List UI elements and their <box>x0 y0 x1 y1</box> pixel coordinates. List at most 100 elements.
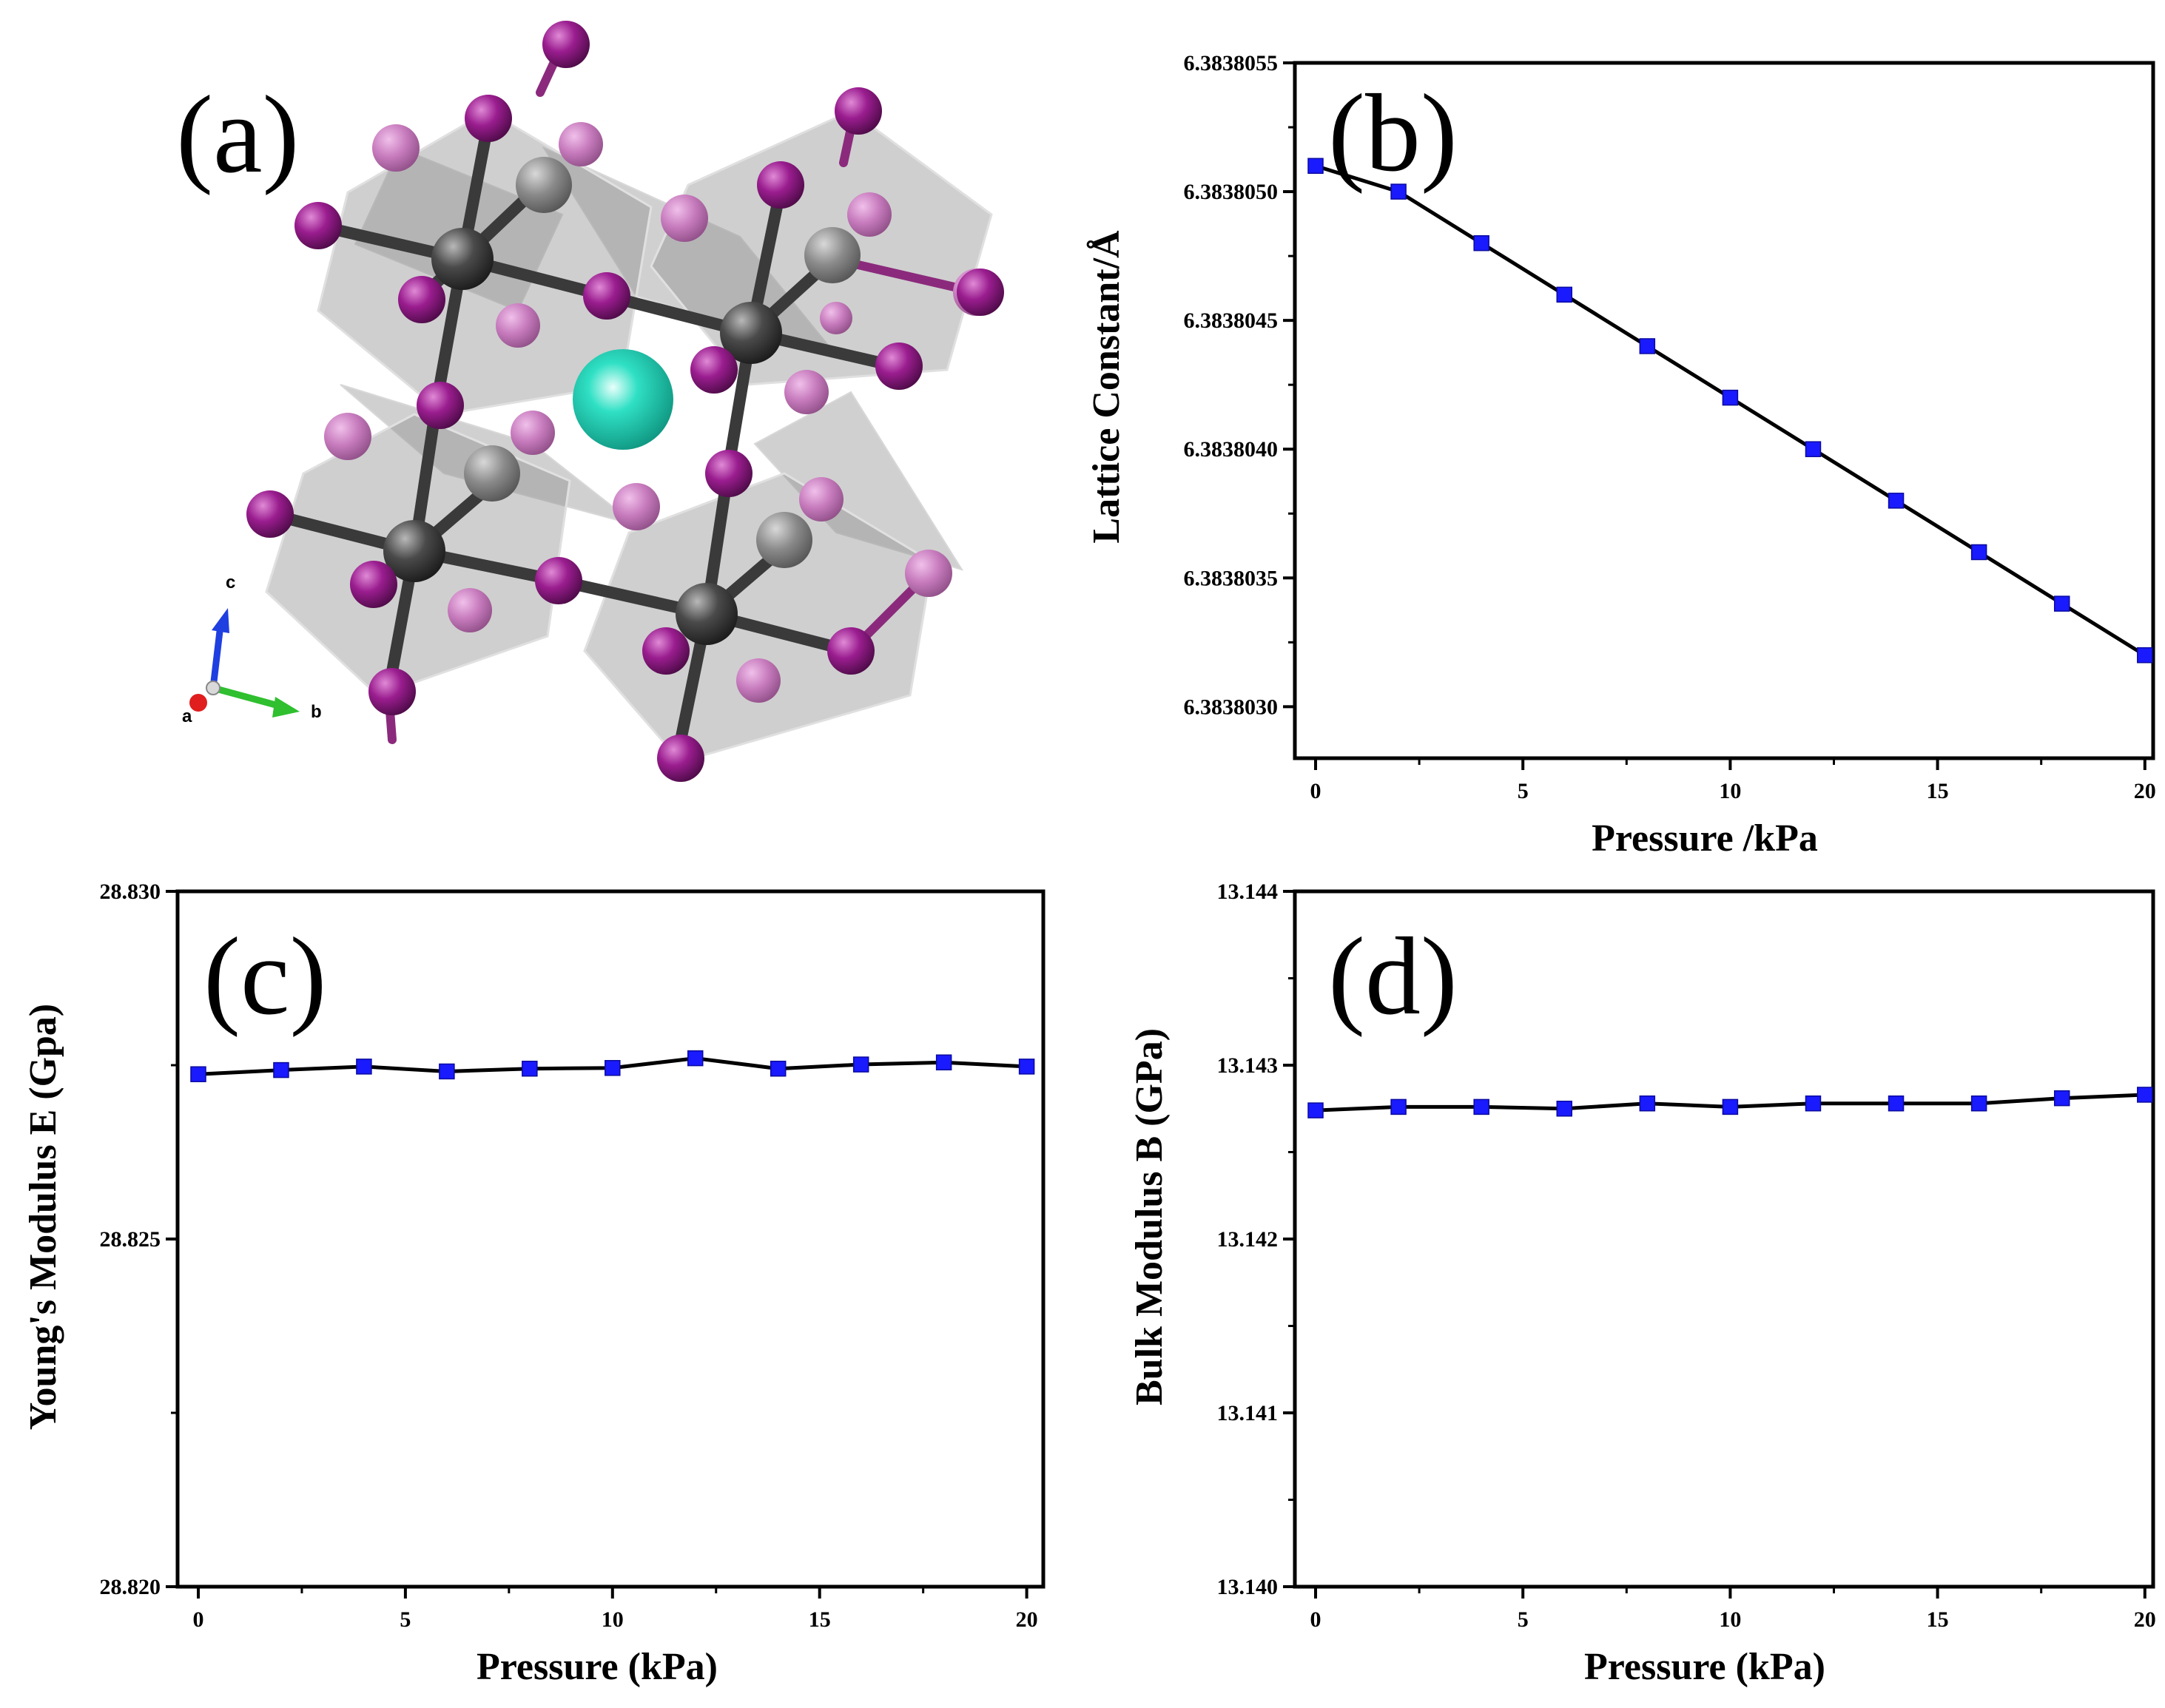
chart-c-ticks: 0 5 10 15 20 28.820 28.825 28.830 <box>100 880 1038 1632</box>
metal-atom <box>676 583 738 645</box>
x-tick-label: 15 <box>1927 1607 1949 1632</box>
data-point <box>1805 441 1822 457</box>
chart-b-x-axis-title: Pressure /kPa <box>1592 817 1818 860</box>
data-point <box>1888 1095 1905 1112</box>
y-tick-label: 6.3838045 <box>1184 308 1279 333</box>
axis-triad: c b a <box>182 573 322 726</box>
halide-atom <box>417 382 464 429</box>
data-point <box>1639 338 1656 354</box>
halide-atom <box>957 269 1004 316</box>
chart-c-x-axis-title: Pressure (kPa) <box>477 1646 718 1688</box>
metal-atom <box>431 228 494 290</box>
halide-atom <box>294 202 342 249</box>
chart-b-ticks: 0 5 10 15 20 6.3838030 6.3838035 6.3838040 6.383… <box>1184 51 2156 803</box>
data-point <box>273 1061 289 1079</box>
data-point <box>1805 1095 1822 1112</box>
x-tick-label: 5 <box>1518 1607 1529 1632</box>
axis-label-b: b <box>311 702 322 722</box>
data-point <box>1556 286 1573 303</box>
x-tick-label: 0 <box>1310 779 1321 803</box>
y-tick-label: 13.144 <box>1217 880 1279 904</box>
halide-atom <box>705 450 752 497</box>
data-point <box>356 1059 372 1075</box>
x-tick-label: 10 <box>602 1607 624 1632</box>
x-tick-label: 20 <box>2134 1607 2156 1632</box>
crystal-structure-panel: (a) <box>176 21 1004 782</box>
y-tick-label: 6.3838035 <box>1184 566 1279 590</box>
metal-atom <box>804 227 861 283</box>
halide-atom <box>372 124 420 172</box>
halide-atom <box>820 302 852 334</box>
panel-a-label: (a) <box>176 73 299 196</box>
x-tick-label: 20 <box>2134 779 2156 803</box>
halide-atom <box>465 95 512 142</box>
y-tick-label: 6.3838040 <box>1184 437 1279 462</box>
chart-b-y-axis-title: Lattice Constant/Å <box>1085 230 1128 544</box>
data-point <box>2137 647 2153 664</box>
halide-atom <box>690 346 738 394</box>
axis-label-c: c <box>226 573 235 593</box>
halide-atom <box>661 195 708 242</box>
halide-atom <box>324 413 371 460</box>
halide-atom <box>875 342 923 390</box>
chart-b-frame <box>1293 61 2155 760</box>
chart-c-series <box>190 1050 1035 1082</box>
data-point <box>1722 1098 1739 1115</box>
halide-atom <box>535 557 582 604</box>
lattice-constant-chart: (b) 0 5 10 15 20 6.3838030 6.3838035 6.3838040 6… <box>1085 51 2156 860</box>
data-point <box>2137 1087 2153 1103</box>
halide-atom <box>847 192 892 237</box>
data-point <box>1390 1098 1407 1115</box>
halide-atom <box>559 122 603 166</box>
halide-atom <box>736 658 781 703</box>
halide-atom <box>350 561 397 608</box>
chart-c-panel-label: (c) <box>203 915 326 1038</box>
x-tick-label: 0 <box>1310 1607 1321 1632</box>
data-point <box>1639 1095 1656 1112</box>
youngs-modulus-chart: (c) 0 5 10 15 20 28.820 28.825 28.830 Pressure … <box>22 880 1046 1688</box>
data-point <box>1018 1059 1035 1075</box>
x-tick-label: 5 <box>400 1607 411 1632</box>
y-tick-label: 13.142 <box>1217 1227 1279 1252</box>
halide-atom <box>757 161 804 209</box>
data-point <box>1970 1095 1987 1112</box>
halide-atom <box>511 411 555 455</box>
data-point <box>1473 1098 1489 1115</box>
data-point <box>1473 234 1489 252</box>
x-tick-label: 10 <box>1719 1607 1741 1632</box>
atoms <box>246 21 1004 782</box>
data-point <box>2053 1090 2070 1107</box>
chart-b-series <box>1307 158 2153 664</box>
halide-atom <box>784 370 829 414</box>
chart-d-ticks: 0 5 10 15 20 13.140 13.141 13.142 13.143 13.144 <box>1217 880 2156 1632</box>
halide-atom <box>246 490 294 538</box>
metal-atom <box>720 302 782 364</box>
bulk-modulus-chart: (d) 0 5 10 15 20 13.140 13.141 13.142 13.143 13.1… <box>1128 880 2156 1688</box>
halide-atom <box>642 627 690 675</box>
data-point <box>1888 493 1905 509</box>
halide-atom <box>583 272 630 320</box>
halide-atom <box>542 21 590 68</box>
axis-label-a: a <box>182 706 192 726</box>
halide-atom <box>905 550 952 597</box>
x-tick-label: 10 <box>1719 779 1741 803</box>
x-tick-label: 0 <box>192 1607 203 1632</box>
halide-atom <box>613 483 660 530</box>
x-tick-label: 5 <box>1518 779 1529 803</box>
halide-atom <box>368 668 416 715</box>
data-point <box>935 1054 952 1070</box>
metal-atom <box>464 445 520 502</box>
y-tick-label: 13.140 <box>1217 1575 1279 1599</box>
halide-atom <box>398 276 445 323</box>
y-tick-label: 13.143 <box>1217 1053 1279 1078</box>
x-tick-label: 15 <box>1927 779 1949 803</box>
data-point <box>1970 544 1987 561</box>
data-point <box>770 1060 787 1077</box>
halide-atom <box>448 588 492 632</box>
data-point <box>439 1063 455 1080</box>
chart-d-x-axis-title: Pressure (kPa) <box>1584 1646 1825 1688</box>
data-point <box>1307 1102 1324 1118</box>
data-point <box>1722 389 1739 406</box>
y-tick-label: 6.3838055 <box>1184 51 1279 75</box>
